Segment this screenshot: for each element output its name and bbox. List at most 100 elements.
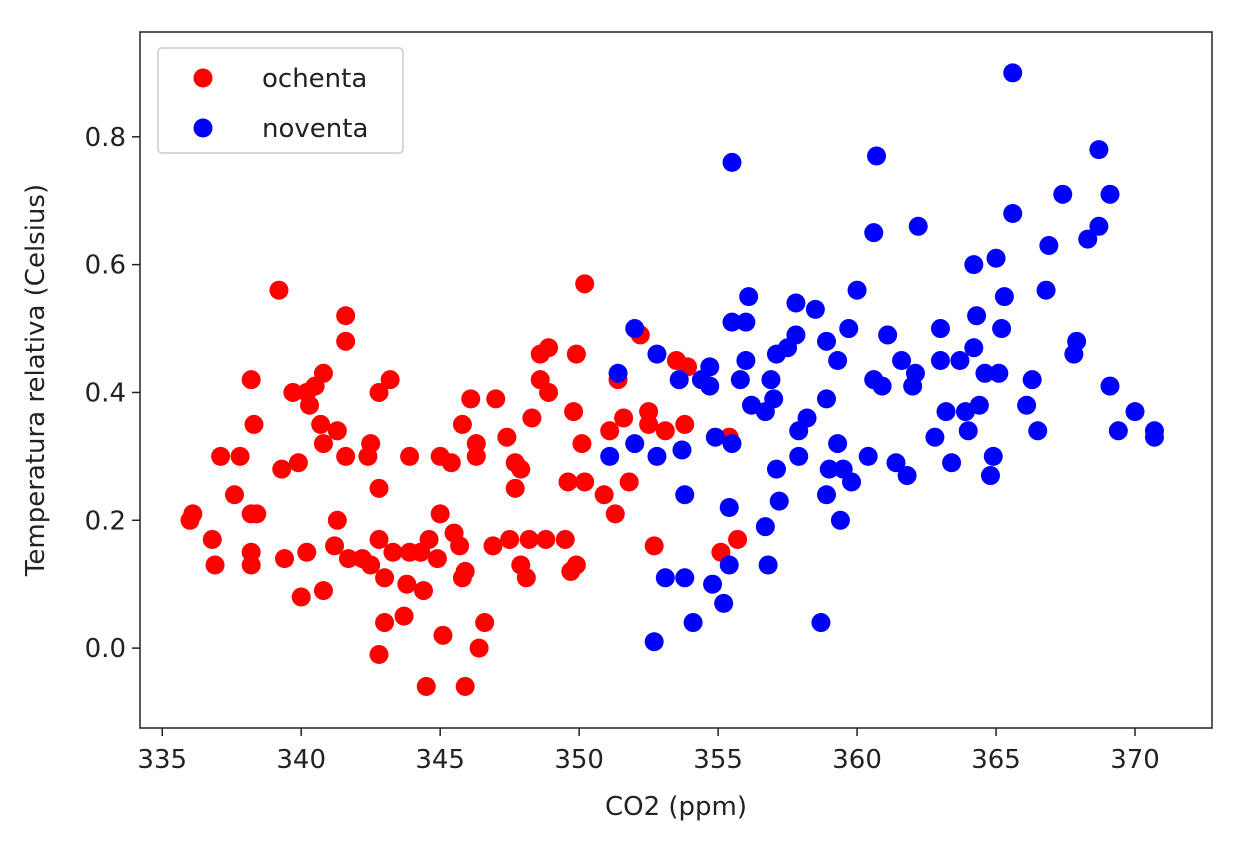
x-tick-label: 335 (137, 745, 187, 775)
point (486, 389, 506, 409)
point (566, 344, 586, 364)
point (905, 363, 925, 383)
point (575, 472, 595, 492)
point (205, 555, 225, 575)
point (600, 421, 620, 441)
point (672, 440, 692, 460)
point (964, 338, 984, 358)
point (817, 389, 837, 409)
point (427, 549, 447, 569)
point (722, 434, 742, 454)
point (975, 363, 995, 383)
point (789, 446, 809, 466)
point (675, 568, 695, 588)
y-tick-label: 0.0 (85, 634, 126, 664)
x-tick-label: 360 (832, 745, 882, 775)
point (383, 542, 403, 562)
point (1053, 184, 1073, 204)
x-tick-label: 365 (971, 745, 1021, 775)
y-tick-label: 0.6 (85, 251, 126, 281)
point (964, 255, 984, 275)
y-axis-label: Temperatura relativa (Celsius) (21, 184, 51, 577)
point (950, 351, 970, 371)
point (566, 555, 586, 575)
point (452, 414, 472, 434)
point (361, 434, 381, 454)
point (450, 536, 470, 556)
point (847, 280, 867, 300)
point (297, 542, 317, 562)
point (516, 568, 536, 588)
point (736, 351, 756, 371)
point (739, 287, 759, 307)
point (719, 555, 739, 575)
point (625, 434, 645, 454)
point (433, 625, 453, 645)
point (700, 376, 720, 396)
point (878, 325, 898, 345)
x-axis-label: CO2 (ppm) (605, 792, 747, 822)
point (466, 446, 486, 466)
point (397, 574, 417, 594)
point (722, 152, 742, 172)
y-tick-label: 0.2 (85, 506, 126, 536)
point (380, 370, 400, 390)
point (539, 338, 559, 358)
point (558, 472, 578, 492)
point (575, 274, 595, 294)
point (564, 402, 584, 422)
point (241, 555, 261, 575)
point (522, 408, 542, 428)
point (336, 331, 356, 351)
point (675, 414, 695, 434)
point (455, 676, 475, 696)
point (828, 351, 848, 371)
point (1078, 229, 1098, 249)
point (419, 529, 439, 549)
point (336, 446, 356, 466)
point (469, 638, 489, 658)
point (241, 370, 261, 390)
legend-box (157, 47, 404, 154)
point (369, 645, 389, 665)
point (1125, 402, 1145, 422)
point (819, 459, 839, 479)
point (1003, 63, 1023, 83)
point (600, 446, 620, 466)
point (500, 529, 520, 549)
point (224, 485, 244, 505)
point (1144, 421, 1164, 441)
point (313, 581, 333, 601)
point (461, 389, 481, 409)
point (669, 370, 689, 390)
point (942, 453, 962, 473)
point (619, 472, 639, 492)
y-tick-label: 0.4 (85, 378, 126, 408)
point (1022, 370, 1042, 390)
legend-label: ochenta (262, 64, 367, 94)
point (594, 485, 614, 505)
plot-frame (139, 31, 1213, 729)
point (908, 216, 928, 236)
point (930, 319, 950, 339)
point (719, 498, 739, 518)
point (994, 287, 1014, 307)
point (455, 561, 475, 581)
point (892, 351, 912, 371)
point (475, 613, 495, 633)
point (369, 529, 389, 549)
point (394, 606, 414, 626)
point (764, 389, 784, 409)
point (247, 504, 267, 524)
point (625, 319, 645, 339)
point (505, 478, 525, 498)
point (958, 421, 978, 441)
point (992, 319, 1012, 339)
point (338, 549, 358, 569)
point (872, 376, 892, 396)
point (758, 555, 778, 575)
point (936, 402, 956, 422)
point (886, 453, 906, 473)
point (555, 529, 575, 549)
